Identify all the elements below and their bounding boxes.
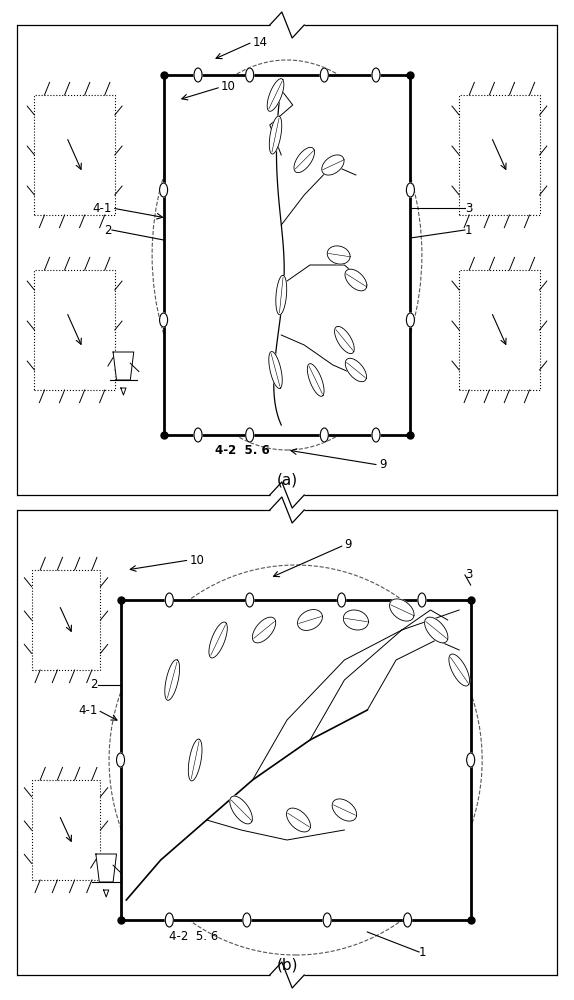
Polygon shape <box>343 610 369 630</box>
Circle shape <box>320 428 328 442</box>
Polygon shape <box>346 358 367 382</box>
Bar <box>34 95 115 215</box>
Polygon shape <box>322 155 344 175</box>
Polygon shape <box>449 654 470 686</box>
Polygon shape <box>425 617 448 643</box>
Text: (b): (b) <box>276 958 298 972</box>
Polygon shape <box>332 799 356 821</box>
Bar <box>459 95 540 215</box>
Text: (a): (a) <box>277 473 297 488</box>
Circle shape <box>372 68 380 82</box>
Text: 4-2  5. 6: 4-2 5. 6 <box>215 444 270 456</box>
Circle shape <box>418 593 426 607</box>
Text: 4-2  5. 6: 4-2 5. 6 <box>169 930 219 944</box>
Circle shape <box>338 593 346 607</box>
Circle shape <box>406 313 414 327</box>
Text: 4-1: 4-1 <box>92 202 112 215</box>
Text: 10: 10 <box>189 554 204 566</box>
Circle shape <box>246 593 254 607</box>
Text: 14: 14 <box>253 35 267 48</box>
Circle shape <box>320 68 328 82</box>
Polygon shape <box>209 622 227 658</box>
Polygon shape <box>188 739 202 781</box>
Polygon shape <box>307 364 324 396</box>
Polygon shape <box>335 326 354 354</box>
Circle shape <box>467 753 475 767</box>
Text: 10: 10 <box>221 81 236 94</box>
Text: 9: 9 <box>379 458 386 472</box>
Text: 4-1: 4-1 <box>78 704 98 716</box>
Bar <box>32 570 100 670</box>
Polygon shape <box>253 617 276 643</box>
Polygon shape <box>286 808 311 832</box>
Polygon shape <box>96 854 117 882</box>
Circle shape <box>404 913 412 927</box>
Bar <box>32 780 100 880</box>
Polygon shape <box>327 246 350 264</box>
Circle shape <box>117 753 125 767</box>
Polygon shape <box>267 79 284 111</box>
Text: 3: 3 <box>465 202 472 215</box>
Polygon shape <box>297 610 323 630</box>
Circle shape <box>246 68 254 82</box>
Polygon shape <box>276 275 286 315</box>
Bar <box>164 75 410 435</box>
Bar <box>459 270 540 390</box>
Circle shape <box>194 428 202 442</box>
Circle shape <box>372 428 380 442</box>
Circle shape <box>165 593 173 607</box>
Polygon shape <box>345 269 367 291</box>
Circle shape <box>160 183 168 197</box>
Circle shape <box>194 68 202 82</box>
Circle shape <box>243 913 251 927</box>
Polygon shape <box>269 352 282 389</box>
Text: 1: 1 <box>465 224 472 236</box>
Circle shape <box>323 913 331 927</box>
Text: 1: 1 <box>419 946 426 958</box>
Text: 2: 2 <box>104 224 112 236</box>
Polygon shape <box>390 599 414 621</box>
Polygon shape <box>230 796 253 824</box>
Text: 3: 3 <box>465 568 472 582</box>
Bar <box>34 270 115 390</box>
Circle shape <box>165 913 173 927</box>
Polygon shape <box>165 660 180 700</box>
Polygon shape <box>113 352 134 380</box>
Polygon shape <box>294 147 315 173</box>
Text: 2: 2 <box>90 678 98 692</box>
Circle shape <box>160 313 168 327</box>
Polygon shape <box>269 116 282 154</box>
Bar <box>121 600 471 920</box>
Circle shape <box>246 428 254 442</box>
Circle shape <box>406 183 414 197</box>
Text: 9: 9 <box>344 538 352 552</box>
